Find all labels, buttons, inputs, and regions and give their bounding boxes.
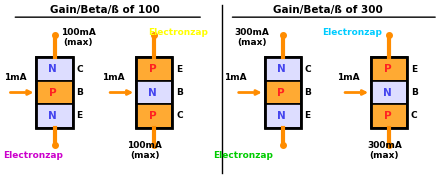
Bar [136,57,173,128]
Text: Gain/Beta/ß of 300: Gain/Beta/ß of 300 [273,5,383,15]
Text: N: N [383,88,392,98]
Text: B: B [176,88,183,97]
Text: C: C [176,111,183,120]
Bar [264,81,301,104]
Text: Gain/Beta/ß of 100: Gain/Beta/ß of 100 [50,5,160,15]
Text: E: E [411,65,417,74]
Text: C: C [411,111,417,120]
Text: 1mA: 1mA [102,73,124,82]
Bar [136,104,173,128]
Text: 100mA
(max): 100mA (max) [61,28,95,47]
Text: 1mA: 1mA [4,73,26,82]
Bar [264,57,301,128]
Text: E: E [305,111,311,120]
Text: 100mA
(max): 100mA (max) [128,141,162,160]
Bar [136,57,173,81]
Bar [371,104,407,128]
Bar [371,81,407,104]
Bar [371,57,407,128]
Text: 1mA: 1mA [337,73,359,82]
Text: N: N [148,88,157,98]
Text: N: N [277,64,285,74]
Text: Electronzap: Electronzap [4,151,63,160]
Text: N: N [49,64,57,74]
Text: Electronzap: Electronzap [213,151,273,160]
Text: P: P [384,111,391,121]
Bar [51,57,58,128]
Bar [37,81,73,104]
Bar [371,57,407,81]
Text: N: N [277,111,285,121]
Text: E: E [76,111,83,120]
Text: B: B [305,88,311,97]
Bar [264,57,301,81]
Bar [151,57,158,128]
Bar [37,104,73,128]
Text: B: B [76,88,83,97]
Bar [37,57,73,128]
Bar [279,57,286,128]
Text: 300mA
(max): 300mA (max) [235,28,269,47]
Text: C: C [305,65,311,74]
Bar [37,57,73,81]
Text: P: P [149,111,157,121]
Text: P: P [384,64,391,74]
Text: 300mA
(max): 300mA (max) [367,141,402,160]
Text: Electronzap: Electronzap [149,28,208,37]
Text: Electronzap: Electronzap [322,28,382,37]
Text: P: P [49,88,57,98]
Text: 1mA: 1mA [224,73,247,82]
Bar [136,81,173,104]
Text: N: N [49,111,57,121]
Text: C: C [76,65,83,74]
Text: E: E [176,65,182,74]
Text: P: P [277,88,285,98]
Text: B: B [411,88,418,97]
Bar [386,57,393,128]
Bar [264,104,301,128]
Text: P: P [149,64,157,74]
